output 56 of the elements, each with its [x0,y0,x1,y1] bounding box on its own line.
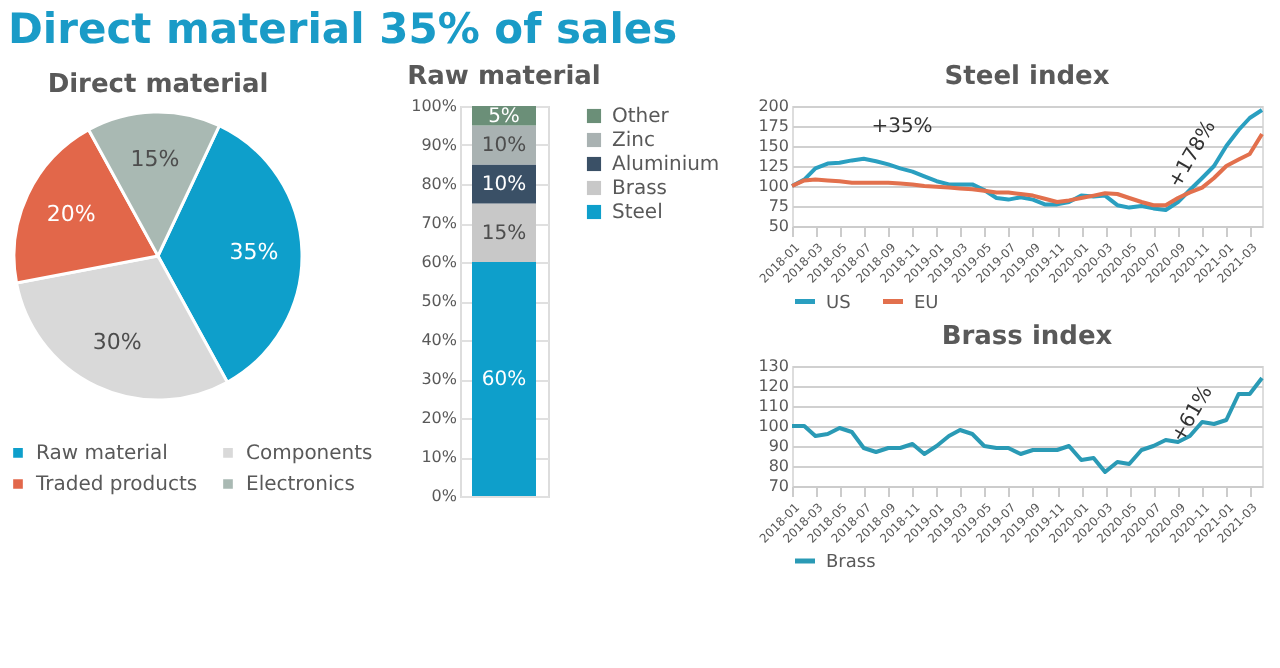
legend-label: Aluminium [612,154,720,176]
y-tick-label: 75 [768,197,789,215]
y-tick-label: 125 [758,157,789,175]
chart-title: Direct material [47,70,269,100]
legend-label: EU [914,293,939,314]
data-label: 60% [481,369,527,391]
y-tick-label: 50 [768,217,789,235]
bar [472,262,536,496]
y-tick-label: 30% [421,370,458,388]
legend-label: Components [246,442,373,465]
y-tick-label: 150 [758,137,789,155]
data-label: 10% [481,135,527,157]
legend-label: Electronics [246,474,356,496]
y-tick-label: 200 [758,97,789,115]
data-label: 20% [46,201,96,228]
legend-label: Brass [826,553,877,573]
y-tick-label: 60% [421,253,458,271]
y-tick-label: 80% [421,175,458,193]
chart-title: Steel index [944,62,1111,92]
y-tick-label: 0% [431,487,458,505]
data-label: 5% [488,105,520,128]
y-tick-label: 70 [768,477,789,495]
data-label: 30% [92,328,142,355]
data-label: 15% [130,146,180,173]
y-tick-label: 40% [421,331,458,349]
y-tick-label: 100 [758,417,789,435]
y-tick-label: 90 [768,437,789,455]
chart-title: Raw material [407,62,601,92]
y-tick-label: 10% [421,448,458,466]
y-tick-label: 90% [421,136,458,154]
text: Direct material 35% of sales [8,5,678,53]
annotation: +35% [871,116,933,138]
legend-label: Brass [612,178,668,200]
y-tick-label: 120 [758,377,789,395]
y-tick-label: 80 [768,457,789,475]
y-tick-label: 70% [421,214,458,232]
y-tick-label: 50% [421,292,458,310]
line-series [790,108,1264,212]
legend-label: US [826,293,852,314]
legend-label: Steel [612,202,663,224]
legend-label: Traded products [34,474,198,496]
data-label: 15% [481,222,527,245]
data-label: 35% [229,239,279,265]
y-tick-label: 110 [758,397,789,415]
bar [472,203,536,262]
y-tick-label: 130 [758,357,789,375]
legend-label: Other [612,106,671,128]
line-series [790,376,1264,474]
y-tick-label: 20% [421,409,458,427]
y-tick-label: 100% [411,97,458,115]
y-tick-label: 175 [758,117,789,135]
legend-label: Raw material [36,442,168,465]
legend-label: Zinc [612,130,655,152]
y-tick-label: 100 [758,177,789,195]
data-label: 10% [481,174,527,196]
chart-title: Brass index [941,322,1114,352]
